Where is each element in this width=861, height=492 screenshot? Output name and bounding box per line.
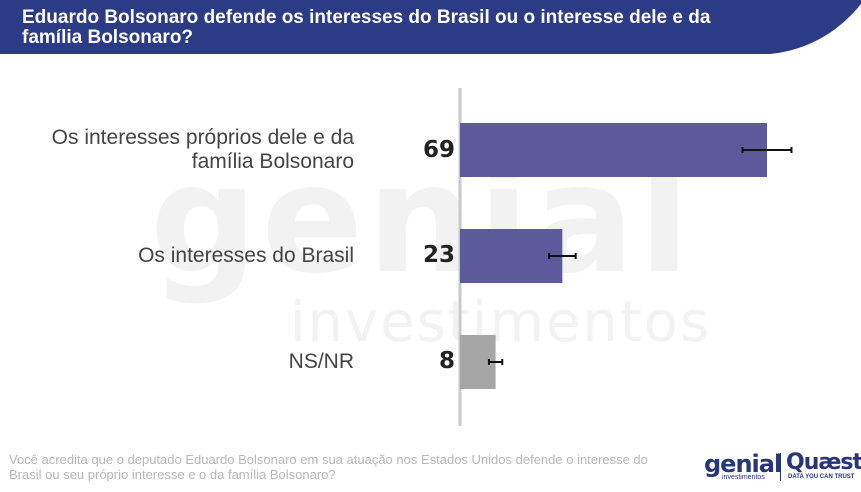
quaest-logo-subtitle: DATA YOU CAN TRUST: [788, 474, 855, 480]
genial-logo: genial: [704, 450, 782, 478]
quaest-logo: Quæst: [786, 450, 861, 475]
category-label-0: Os interesses próprios dele e da família…: [51, 126, 354, 173]
chart-title: Eduardo Bolsonaro defende os interesses …: [22, 7, 711, 48]
bars-group: [460, 123, 793, 389]
logo-divider: [780, 453, 781, 481]
category-label-1: Os interesses do Brasil: [138, 244, 354, 267]
error-bar-0: [741, 147, 793, 153]
bar-1: [460, 229, 563, 283]
logos: genial investimentos Quæst DATA YOU CAN …: [704, 450, 861, 486]
question-footnote: Você acredita que o deputado Eduardo Bol…: [9, 452, 648, 482]
bar-chart: [458, 88, 793, 426]
watermark-investimentos: investimentos: [290, 290, 712, 355]
category-label-2: NS/NR: [288, 350, 354, 373]
value-label-2: 8: [438, 348, 455, 374]
error-bar-2: [487, 359, 504, 365]
header-banner: Eduardo Bolsonaro defende os interesses …: [0, 0, 861, 56]
error-bar-1: [547, 253, 577, 259]
header-background: [0, 0, 861, 54]
genial-logo-subtitle: investimentos: [722, 474, 765, 481]
value-label-1: 23: [422, 242, 455, 268]
watermark: genial investimentos: [150, 145, 712, 355]
value-label-0: 69: [422, 137, 455, 163]
bar-0: [460, 123, 767, 177]
